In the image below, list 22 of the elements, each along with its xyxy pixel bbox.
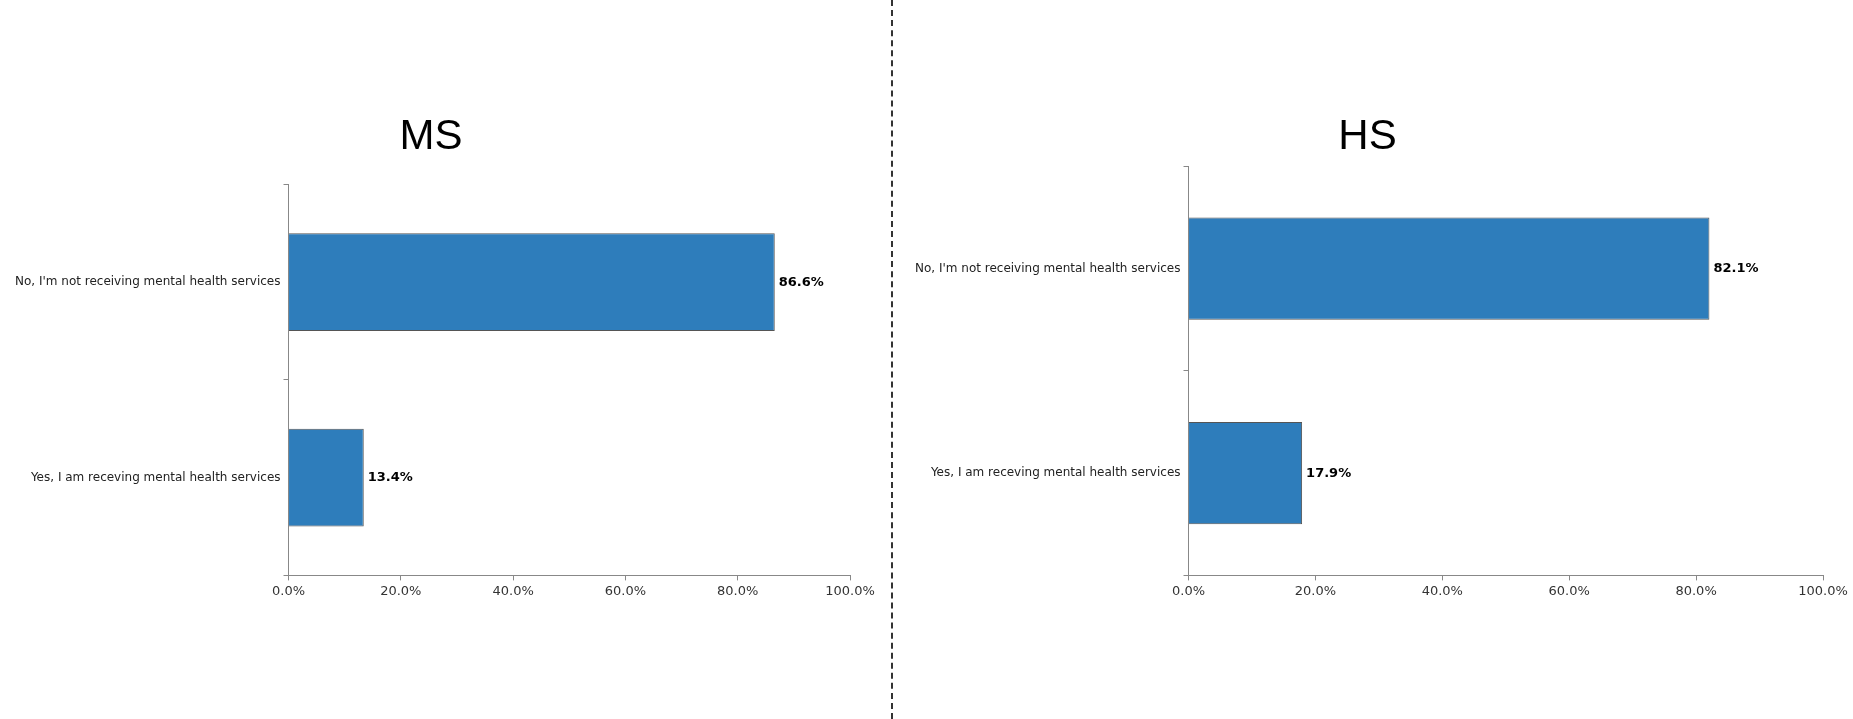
data-label: 17.9%	[1306, 464, 1352, 480]
x-tick-label: 40.0%	[1421, 582, 1463, 598]
x-tick-label: 60.0%	[604, 582, 647, 598]
x-tick-label: 100.0%	[1798, 582, 1848, 598]
y-tick-label: Yes, I am receving mental health services	[29, 469, 281, 484]
y-tick-label: No, I'm not receiving mental health services	[14, 274, 281, 289]
chart-title: MS	[399, 110, 463, 158]
x-tick-label: 20.0%	[1294, 582, 1337, 598]
x-tick-label: 100.0%	[825, 582, 875, 598]
chart-title: HS	[1338, 110, 1397, 158]
data-label: 13.4%	[367, 469, 413, 485]
y-tick-label: Yes, I am receving mental health services	[929, 465, 1181, 480]
x-tick-label: 60.0%	[1548, 582, 1590, 598]
x-tick-label: 0.0%	[272, 582, 306, 598]
data-label: 86.6%	[778, 273, 824, 289]
x-tick-label: 20.0%	[380, 582, 422, 598]
x-tick-label: 80.0%	[717, 582, 759, 598]
x-tick-label: 0.0%	[1172, 582, 1206, 598]
x-tick-label: 80.0%	[1675, 582, 1717, 598]
x-tick-label: 40.0%	[492, 582, 534, 598]
data-label: 82.1%	[1713, 260, 1759, 276]
y-tick-label: No, I'm not receiving mental health services	[914, 260, 1181, 275]
